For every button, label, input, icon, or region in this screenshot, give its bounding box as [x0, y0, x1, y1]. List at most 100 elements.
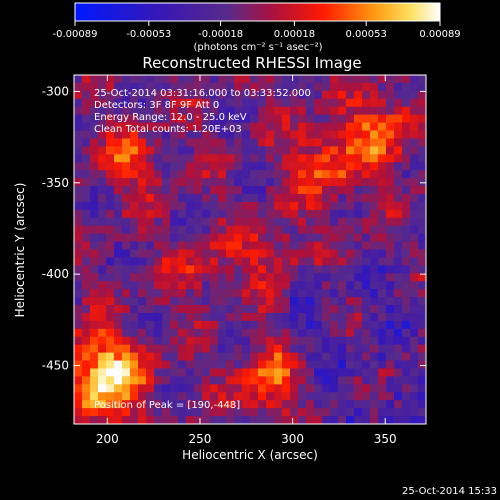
heatmap-cell — [370, 249, 379, 258]
heatmap-cell — [322, 82, 331, 92]
heatmap-cell — [242, 384, 251, 393]
heatmap-cell — [130, 75, 139, 84]
heatmap-cell — [258, 265, 267, 274]
heatmap-cell — [194, 193, 203, 203]
heatmap-cell — [346, 416, 355, 425]
heatmap-cell — [138, 106, 147, 115]
heatmap-cell — [314, 114, 323, 123]
heatmap-cell — [386, 305, 395, 314]
heatmap-cell — [114, 170, 123, 179]
heatmap-cell — [402, 193, 411, 203]
heatmap-cell — [154, 201, 163, 211]
heatmap-cell — [346, 249, 355, 258]
heatmap-cell — [370, 336, 379, 345]
heatmap-cell — [178, 130, 187, 139]
heatmap-cell — [210, 138, 219, 147]
heatmap-cell — [82, 186, 91, 195]
heatmap-cell — [410, 297, 419, 306]
heatmap-cell — [250, 344, 259, 353]
heatmap-cell — [298, 376, 307, 385]
y-tick-label: -400 — [42, 267, 69, 281]
heatmap-cell — [258, 90, 267, 100]
heatmap-cell — [266, 273, 275, 282]
heatmap-cell — [242, 138, 251, 147]
heatmap-cell — [322, 209, 331, 219]
heatmap-cell — [154, 233, 163, 242]
heatmap-cell — [394, 146, 403, 155]
heatmap-cell — [154, 408, 163, 417]
heatmap-cell — [202, 90, 211, 100]
heatmap-cell — [362, 360, 371, 369]
heatmap-cell — [122, 233, 131, 242]
heatmap-cell — [186, 146, 195, 155]
heatmap-cell — [250, 186, 259, 195]
heatmap-cell — [162, 201, 171, 211]
heatmap-cell — [354, 297, 363, 306]
heatmap-cell — [186, 273, 195, 282]
heatmap-cell — [322, 344, 331, 353]
heatmap-cell — [290, 289, 299, 298]
heatmap-cell — [122, 352, 131, 361]
heatmap-cell — [306, 249, 315, 258]
heatmap-cell — [90, 408, 99, 417]
heatmap-cell — [162, 154, 171, 163]
heatmap-cell — [394, 344, 403, 353]
heatmap-cell — [402, 320, 411, 330]
heatmap-cell — [138, 201, 147, 211]
heatmap-cell — [170, 289, 179, 298]
heatmap-cell — [90, 392, 99, 401]
heatmap-cell — [346, 82, 355, 92]
heatmap-cell — [274, 400, 283, 409]
heatmap-cell — [218, 233, 227, 242]
heatmap-cell — [322, 368, 331, 377]
heatmap-cell — [418, 392, 427, 401]
heatmap-cell — [106, 225, 115, 234]
heatmap-cell — [362, 106, 371, 115]
heatmap-cell — [162, 320, 171, 330]
heatmap-cell — [242, 162, 251, 171]
heatmap-cell — [290, 257, 299, 266]
heatmap-cell — [330, 98, 339, 108]
heatmap-cell — [306, 400, 315, 409]
heatmap-cell — [314, 344, 323, 353]
heatmap-cell — [322, 114, 331, 123]
heatmap-cell — [250, 376, 259, 385]
heatmap-cell — [122, 312, 131, 322]
heatmap-cell — [258, 305, 267, 314]
heatmap-cell — [386, 297, 395, 306]
heatmap-cell — [402, 312, 411, 322]
heatmap-cell — [170, 392, 179, 401]
heatmap-cell — [202, 193, 211, 203]
heatmap-cell — [186, 130, 195, 139]
heatmap-cell — [138, 312, 147, 322]
heatmap-cell — [114, 217, 123, 226]
heatmap-cell — [90, 138, 99, 147]
heatmap-cell — [418, 170, 427, 179]
heatmap-cell — [354, 162, 363, 171]
heatmap-cell — [98, 297, 107, 306]
heatmap-cell — [146, 360, 155, 369]
heatmap-cell — [130, 170, 139, 179]
heatmap-cell — [274, 257, 283, 266]
heatmap-cell — [314, 408, 323, 417]
heatmap-cell — [162, 297, 171, 306]
heatmap-cell — [266, 265, 275, 274]
heatmap-cell — [234, 82, 243, 92]
heatmap-cell — [90, 186, 99, 195]
heatmap-cell — [138, 416, 147, 425]
heatmap-cell — [274, 209, 283, 219]
heatmap-cell — [274, 186, 283, 195]
heatmap-cell — [266, 178, 275, 187]
heatmap-cell — [106, 209, 115, 219]
heatmap-cell — [194, 257, 203, 266]
heatmap-cell — [154, 320, 163, 330]
heatmap-cell — [194, 233, 203, 242]
heatmap-cell — [378, 154, 387, 163]
heatmap-cell — [90, 82, 99, 92]
heatmap-cell — [386, 154, 395, 163]
heatmap-cell — [186, 114, 195, 123]
heatmap-cell — [242, 257, 251, 266]
heatmap-cell — [186, 400, 195, 409]
heatmap-cell — [74, 281, 83, 290]
heatmap-cell — [138, 170, 147, 179]
